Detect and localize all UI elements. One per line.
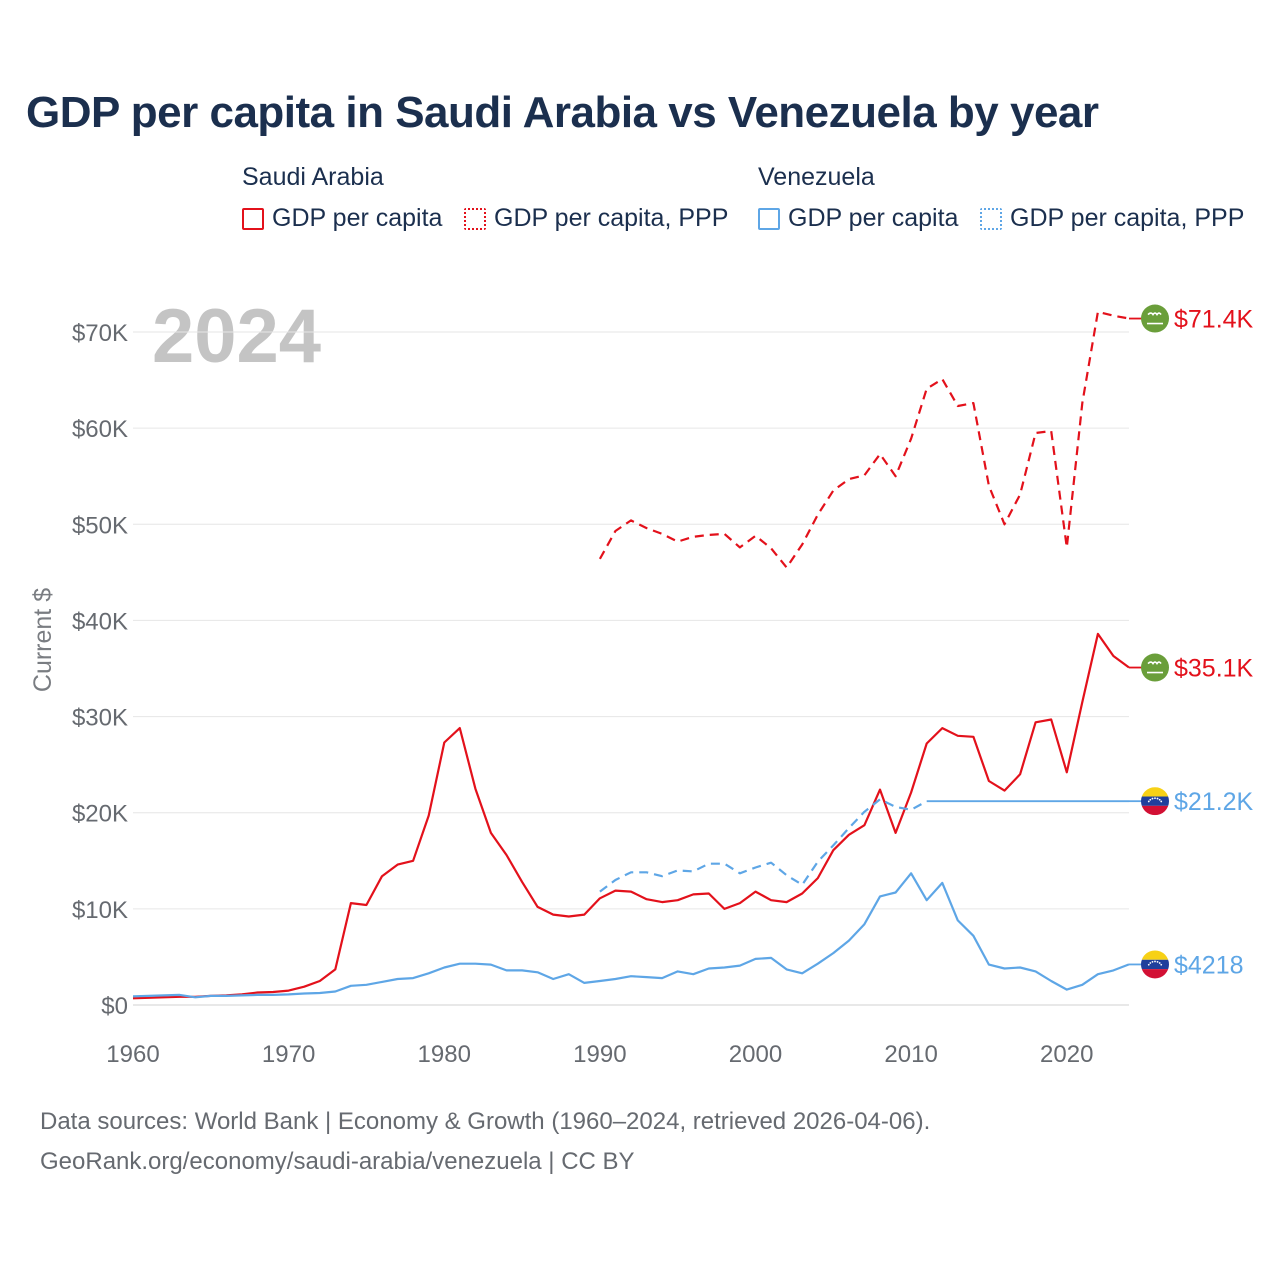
- saudi-flag-disc: [1141, 304, 1169, 333]
- legend-group-venezuela: Venezuela: [758, 163, 875, 191]
- footer-attribution[interactable]: GeoRank.org/economy/saudi-arabia/venezue…: [40, 1148, 635, 1175]
- venezuela-flag-star: [1158, 798, 1161, 801]
- series-saudi-arabia-dashed-end-label: $71.4K: [1174, 306, 1254, 334]
- saudi-flag-script: [1147, 661, 1162, 665]
- y-tick-label: $10K: [72, 897, 128, 924]
- x-tick-label: 1970: [262, 1041, 315, 1068]
- y-tick-label: $0: [101, 993, 128, 1020]
- y-tick-label: $40K: [72, 608, 128, 635]
- legend-swatch-saudi-solid-icon: [242, 207, 264, 230]
- venezuela-flag-icon: [1141, 787, 1169, 816]
- venezuela-flag-red: [1141, 969, 1169, 979]
- series-saudi-arabia-solid-line: [132, 632, 1130, 1000]
- venezuela-flag-blue: [1141, 796, 1169, 806]
- line-chart: 2024 $0 $10K $20K $30K $40K $50K $60K $70K 1960 1…: [29, 294, 1254, 1068]
- legend-item-saudi-gdp-ppp[interactable]: GDP per capita, PPP: [464, 204, 728, 233]
- x-tick-label: 1990: [573, 1041, 626, 1068]
- legend-swatch-venezuela-dotted-icon: [980, 207, 1002, 230]
- venezuela-flag-star: [1160, 800, 1163, 803]
- x-tick-label: 1980: [418, 1041, 471, 1068]
- legend-label-saudi-gdp: GDP per capita: [272, 204, 443, 232]
- legend-swatch-venezuela-solid-icon: [758, 207, 780, 230]
- saudi-flag-icon: [1141, 304, 1169, 333]
- venezuela-flag-bands: [1141, 950, 1169, 979]
- x-tick-label: 2020: [1040, 1041, 1093, 1068]
- legend-label-venezuela-gdp-ppp: GDP per capita, PPP: [1010, 204, 1245, 232]
- venezuela-flag-star: [1156, 960, 1159, 963]
- venezuela-flag-blue: [1141, 959, 1169, 970]
- y-tick-label: $60K: [72, 416, 128, 443]
- legend-label-venezuela-gdp: GDP per capita: [788, 204, 959, 232]
- venezuela-flag-star: [1147, 963, 1150, 966]
- footer-sources: Data sources: World Bank | Economy & Gro…: [40, 1108, 931, 1135]
- saudi-flag-script: [1147, 312, 1162, 316]
- venezuela-flag-star: [1149, 798, 1152, 801]
- venezuela-flag-yellow: [1141, 787, 1169, 797]
- x-tick-label: 1960: [106, 1041, 159, 1068]
- venezuela-flag-icon: [1141, 950, 1169, 979]
- chart-title: GDP per capita in Saudi Arabia vs Venezu…: [26, 88, 1099, 137]
- y-axis-label: Current $: [29, 588, 57, 692]
- legend-item-venezuela-gdp-ppp[interactable]: GDP per capita, PPP: [980, 204, 1244, 233]
- venezuela-flag-star: [1154, 797, 1156, 800]
- legend-item-saudi-gdp[interactable]: GDP per capita: [242, 204, 442, 233]
- x-tick-label: 2000: [729, 1041, 782, 1068]
- venezuela-flag-bands: [1141, 787, 1169, 816]
- venezuela-flag-star: [1151, 797, 1154, 800]
- series-venezuela-solid-line: [132, 872, 1130, 999]
- legend-label-saudi-gdp-ppp: GDP per capita, PPP: [494, 204, 729, 232]
- series-venezuela-solid-end-label: $4218: [1174, 951, 1244, 979]
- venezuela-flag-star: [1156, 797, 1159, 800]
- y-tick-label: $70K: [72, 320, 128, 347]
- saudi-flag-disc: [1141, 653, 1169, 682]
- legend-group-saudi-arabia: Saudi Arabia: [242, 163, 384, 191]
- series-venezuela-dashed-line: [599, 798, 928, 893]
- venezuela-flag-red: [1141, 805, 1169, 816]
- series-saudi-arabia-dashed-line: [598, 310, 1130, 569]
- venezuela-flag-star: [1149, 962, 1152, 964]
- venezuela-flag-star: [1158, 962, 1161, 964]
- year-watermark: 2024: [152, 294, 321, 379]
- venezuela-flag-star: [1151, 960, 1154, 963]
- y-tick-label: $20K: [72, 801, 128, 828]
- venezuela-flag-star: [1154, 960, 1156, 963]
- y-tick-label: $30K: [72, 705, 128, 732]
- venezuela-flag-yellow: [1141, 950, 1169, 960]
- venezuela-flag-star: [1160, 963, 1163, 966]
- x-tick-label: 2010: [884, 1041, 937, 1068]
- legend-swatch-saudi-dotted-icon: [464, 207, 486, 230]
- saudi-flag-icon: [1141, 653, 1169, 682]
- series-saudi-arabia-solid-end-label: $35.1K: [1174, 655, 1254, 683]
- y-tick-label: $50K: [72, 512, 128, 539]
- venezuela-flag-star: [1147, 800, 1150, 803]
- legend-item-venezuela-gdp[interactable]: GDP per capita: [758, 204, 958, 233]
- series-venezuela-dashed-end-label: $21.2K: [1174, 788, 1254, 816]
